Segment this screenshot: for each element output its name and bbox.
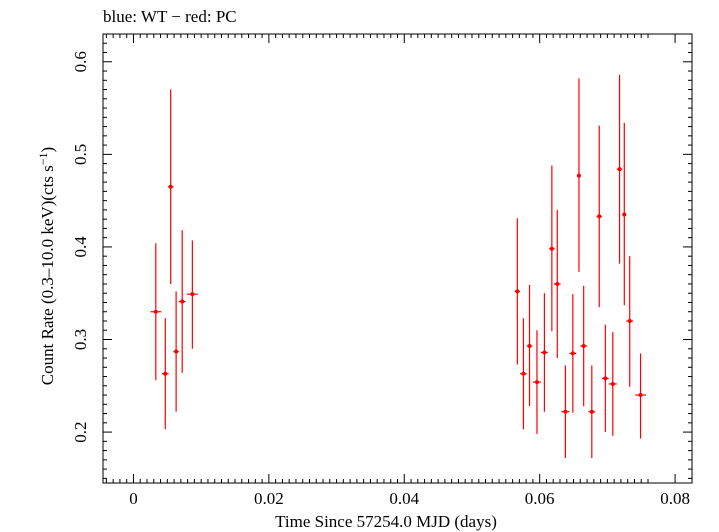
data-point <box>622 122 627 306</box>
x-tick-label: 0.08 <box>660 489 690 508</box>
data-point <box>541 293 548 412</box>
point-marker <box>617 167 622 172</box>
point-marker <box>581 343 586 348</box>
point-marker <box>521 371 526 376</box>
data-point <box>569 294 577 413</box>
data-points <box>150 74 646 459</box>
data-point <box>514 218 521 365</box>
point-marker <box>638 393 643 398</box>
x-tick-label: 0.02 <box>254 489 284 508</box>
data-point <box>150 243 162 381</box>
point-marker <box>527 343 532 348</box>
point-marker <box>555 281 560 286</box>
point-marker <box>610 381 615 386</box>
y-axis-label-superscript: −1 <box>36 152 50 165</box>
data-point <box>167 89 174 284</box>
point-marker <box>563 409 568 414</box>
x-tick-label: 0 <box>129 489 138 508</box>
y-tick-label: 0.6 <box>71 51 90 72</box>
y-axis-label-end: ) <box>38 147 57 153</box>
point-marker <box>180 299 185 304</box>
y-tick-label: 0.2 <box>71 421 90 442</box>
y-axis-label-main: Count Rate (0.3–10.0 keV)(cts s <box>38 165 57 385</box>
y-axis-label: Count Rate (0.3–10.0 keV)(cts s−1) <box>36 147 57 385</box>
data-point <box>626 256 634 387</box>
x-tick-labels: 0 0.02 0.04 0.06 0.08 <box>129 489 690 508</box>
data-point <box>178 230 186 373</box>
data-point <box>532 330 542 434</box>
y-tick-label: 0.5 <box>71 144 90 165</box>
data-point <box>173 291 179 412</box>
point-marker <box>603 376 608 381</box>
data-point <box>520 318 527 430</box>
data-point <box>588 365 596 459</box>
point-marker <box>190 292 195 297</box>
data-point <box>553 209 561 359</box>
point-marker <box>168 184 173 189</box>
chart-header: blue: WT − red: PC <box>103 7 237 26</box>
data-point <box>161 318 169 430</box>
point-marker <box>515 289 520 294</box>
data-point <box>616 74 623 264</box>
point-marker <box>597 214 602 219</box>
point-marker <box>589 409 594 414</box>
data-point <box>576 78 581 272</box>
data-point <box>186 240 198 349</box>
data-point <box>608 332 617 436</box>
point-marker <box>174 349 179 354</box>
y-tick-label: 0.3 <box>71 329 90 350</box>
point-marker <box>576 173 581 178</box>
x-tick-label: 0.04 <box>389 489 419 508</box>
data-point <box>601 324 609 433</box>
y-tick-label: 0.4 <box>71 236 90 258</box>
point-marker <box>622 212 627 217</box>
x-tick-label: 0.06 <box>525 489 555 508</box>
data-point <box>561 365 570 459</box>
y-tick-labels: 0.2 0.3 0.4 0.5 0.6 <box>71 51 90 443</box>
axis-ticks <box>103 33 692 483</box>
data-point <box>526 284 533 407</box>
data-point <box>580 285 588 407</box>
point-marker <box>153 309 158 314</box>
point-marker <box>627 318 632 323</box>
point-marker <box>549 246 554 251</box>
data-point <box>549 165 555 332</box>
point-marker <box>163 371 168 376</box>
x-axis-label: Time Since 57254.0 MJD (days) <box>275 512 497 531</box>
point-marker <box>534 380 539 385</box>
point-marker <box>570 351 575 356</box>
point-marker <box>542 350 547 355</box>
data-point <box>635 353 646 439</box>
plot-frame <box>102 33 693 484</box>
data-point <box>596 125 602 308</box>
